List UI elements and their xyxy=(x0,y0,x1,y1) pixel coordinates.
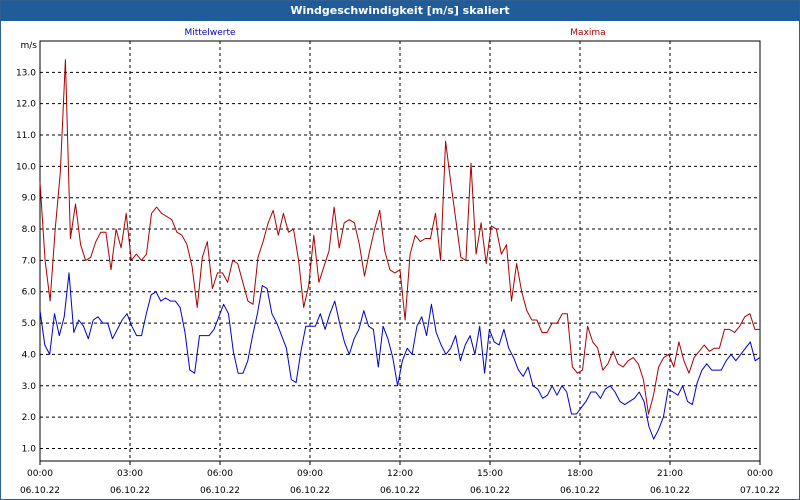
y-tick-label: 9.0 xyxy=(22,194,37,204)
y-tick-label: 6.0 xyxy=(22,288,37,298)
y-tick-label: 1.0 xyxy=(22,444,37,454)
x-tick-time: 09:00 xyxy=(297,469,323,479)
x-tick-date: 07.10.22 xyxy=(740,486,780,496)
x-tick-date: 06.10.22 xyxy=(380,486,420,496)
y-tick-label: 13.0 xyxy=(16,68,36,78)
y-tick-label: 8.0 xyxy=(22,225,37,235)
y-tick-label: 7.0 xyxy=(22,256,37,266)
legend-maxima: Maxima xyxy=(570,28,605,38)
x-tick-date: 06.10.22 xyxy=(560,486,600,496)
x-tick-time: 06:00 xyxy=(207,469,233,479)
y-tick-label: 5.0 xyxy=(22,319,37,329)
legend-mittelwerte: Mittelwerte xyxy=(184,28,235,38)
x-tick-date: 06.10.22 xyxy=(470,486,510,496)
x-tick-time: 00:00 xyxy=(747,469,773,479)
series-line-mittelwerte xyxy=(39,272,761,440)
window-title: Windgeschwindigkeit [m/s] skaliert xyxy=(1,1,799,21)
x-axis-ticks: 00:00 06.10.22 03:00 06.10.22 06:00 06.10.22 0… xyxy=(20,461,780,496)
y-tick-label: 2.0 xyxy=(22,413,37,423)
series-lines xyxy=(39,59,761,440)
x-tick-date: 06.10.22 xyxy=(110,486,150,496)
x-tick-time: 15:00 xyxy=(477,469,503,479)
x-tick-time: 18:00 xyxy=(567,469,593,479)
x-tick-time: 03:00 xyxy=(117,469,143,479)
x-tick-time: 21:00 xyxy=(657,469,683,479)
y-tick-label: 12.0 xyxy=(16,100,36,110)
y-axis-ticks: 1.0 2.0 3.0 4.0 5.0 6.0 7.0 8.0 9.0 10.0 11.0 12.0 1… xyxy=(16,68,36,454)
x-tick-date: 06.10.22 xyxy=(290,486,330,496)
grid-lines xyxy=(40,41,760,461)
y-tick-label: 11.0 xyxy=(16,131,36,141)
y-tick-label: 4.0 xyxy=(22,350,37,360)
x-tick-date: 06.10.22 xyxy=(20,486,60,496)
x-tick-date: 06.10.22 xyxy=(200,486,240,496)
y-tick-label: 3.0 xyxy=(22,382,37,392)
y-tick-label: 10.0 xyxy=(16,162,36,172)
series-line-maxima xyxy=(39,59,760,415)
y-axis-label: m/s xyxy=(21,41,38,51)
x-tick-time: 00:00 xyxy=(27,469,53,479)
x-tick-date: 06.10.22 xyxy=(650,486,690,496)
x-tick-time: 12:00 xyxy=(387,469,413,479)
